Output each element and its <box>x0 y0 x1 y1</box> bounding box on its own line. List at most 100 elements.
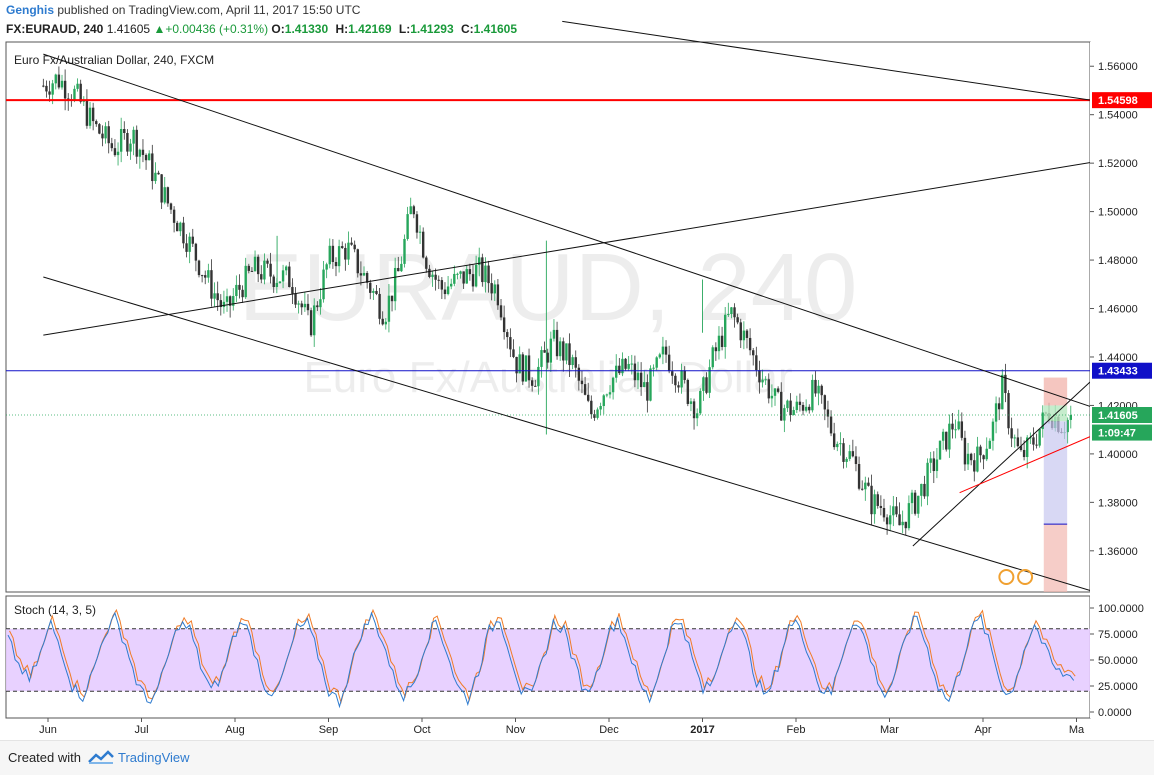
candle-body[interactable] <box>991 421 995 441</box>
candle-body[interactable] <box>60 80 64 88</box>
candle-body[interactable] <box>303 303 307 308</box>
candle-body[interactable] <box>437 279 440 281</box>
candle-body[interactable] <box>151 153 154 182</box>
candle-body[interactable] <box>826 409 830 417</box>
candle-body[interactable] <box>347 242 350 260</box>
candle-body[interactable] <box>235 284 238 297</box>
candle-body[interactable] <box>129 143 132 152</box>
candle-body[interactable] <box>661 346 665 355</box>
candle-body[interactable] <box>1007 393 1010 429</box>
tradingview-link[interactable]: TradingView <box>118 750 190 765</box>
candle-body[interactable] <box>200 275 204 277</box>
candle-body[interactable] <box>624 358 627 369</box>
candle-body[interactable] <box>842 443 845 462</box>
candle-body[interactable] <box>197 260 201 276</box>
candle-body[interactable] <box>941 431 945 441</box>
candle-body[interactable] <box>341 246 344 248</box>
candle-body[interactable] <box>85 100 89 126</box>
candle-body[interactable] <box>552 329 556 339</box>
candle-body[interactable] <box>798 401 802 405</box>
candle-body[interactable] <box>530 380 534 386</box>
candle-body[interactable] <box>350 242 353 245</box>
candle-body[interactable] <box>1026 437 1029 458</box>
candle-body[interactable] <box>344 247 347 260</box>
candle-body[interactable] <box>375 290 378 294</box>
candle-body[interactable] <box>521 354 525 382</box>
candle-body[interactable] <box>45 85 48 92</box>
candle-body[interactable] <box>895 506 898 515</box>
candle-body[interactable] <box>1032 437 1035 445</box>
candle-body[interactable] <box>537 366 540 387</box>
candle-body[interactable] <box>524 355 528 382</box>
candle-body[interactable] <box>428 268 431 277</box>
candle-body[interactable] <box>621 358 624 374</box>
candle-body[interactable] <box>590 400 593 415</box>
candle-body[interactable] <box>898 514 901 526</box>
candle-body[interactable] <box>913 492 917 514</box>
candle-body[interactable] <box>132 129 135 144</box>
candle-body[interactable] <box>393 267 397 302</box>
candle-body[interactable] <box>313 305 316 336</box>
candle-body[interactable] <box>319 299 322 308</box>
candle-body[interactable] <box>876 494 879 506</box>
candle-body[interactable] <box>727 314 730 316</box>
candle-body[interactable] <box>720 335 724 348</box>
candle-body[interactable] <box>867 482 870 486</box>
candle-body[interactable] <box>334 262 338 267</box>
candle-body[interactable] <box>126 132 129 152</box>
candle-body[interactable] <box>658 354 662 358</box>
candle-body[interactable] <box>611 377 615 393</box>
candle-body[interactable] <box>748 337 752 351</box>
candle-body[interactable] <box>643 382 646 388</box>
candle-body[interactable] <box>163 187 166 203</box>
candle-body[interactable] <box>113 148 117 156</box>
candle-body[interactable] <box>839 443 842 445</box>
candle-body[interactable] <box>988 440 992 449</box>
candle-body[interactable] <box>969 453 973 461</box>
candle-body[interactable] <box>677 385 680 388</box>
candle-body[interactable] <box>288 266 291 288</box>
candle-body[interactable] <box>88 107 92 126</box>
candle-body[interactable] <box>51 83 54 95</box>
candle-body[interactable] <box>583 384 587 395</box>
trendline[interactable] <box>43 53 1124 419</box>
candle-body[interactable] <box>1022 449 1026 458</box>
candle-body[interactable] <box>446 286 450 295</box>
candle-body[interactable] <box>982 455 985 460</box>
candle-body[interactable] <box>776 388 780 392</box>
candle-body[interactable] <box>1016 437 1020 447</box>
candle-body[interactable] <box>107 126 110 144</box>
candle-body[interactable] <box>453 273 456 284</box>
candle-body[interactable] <box>316 305 319 308</box>
candle-body[interactable] <box>275 283 279 288</box>
candle-body[interactable] <box>241 289 244 298</box>
candle-body[interactable] <box>244 265 247 298</box>
candle-body[interactable] <box>889 515 892 525</box>
candle-body[interactable] <box>91 107 95 122</box>
candle-body[interactable] <box>362 272 366 276</box>
candle-body[interactable] <box>116 151 120 156</box>
candle-body[interactable] <box>549 338 553 363</box>
candle-body[interactable] <box>421 231 425 258</box>
candle-body[interactable] <box>817 385 820 394</box>
candle-body[interactable] <box>630 363 633 365</box>
candle-body[interactable] <box>147 153 151 161</box>
candle-body[interactable] <box>356 249 359 274</box>
candle-body[interactable] <box>213 293 216 299</box>
candle-body[interactable] <box>387 295 391 322</box>
author-link[interactable]: Genghis <box>6 3 55 17</box>
candle-body[interactable] <box>478 257 481 265</box>
candle-body[interactable] <box>1004 374 1007 394</box>
candle-body[interactable] <box>98 124 101 134</box>
candle-body[interactable] <box>702 377 705 391</box>
candle-body[interactable] <box>263 260 266 280</box>
candle-body[interactable] <box>562 341 565 361</box>
candle-body[interactable] <box>278 281 282 284</box>
candle-body[interactable] <box>210 270 213 299</box>
candle-body[interactable] <box>450 283 453 287</box>
candle-body[interactable] <box>680 370 683 388</box>
candle-body[interactable] <box>742 330 746 341</box>
candle-body[interactable] <box>926 462 929 497</box>
candle-body[interactable] <box>745 330 749 338</box>
candle-body[interactable] <box>711 347 714 368</box>
